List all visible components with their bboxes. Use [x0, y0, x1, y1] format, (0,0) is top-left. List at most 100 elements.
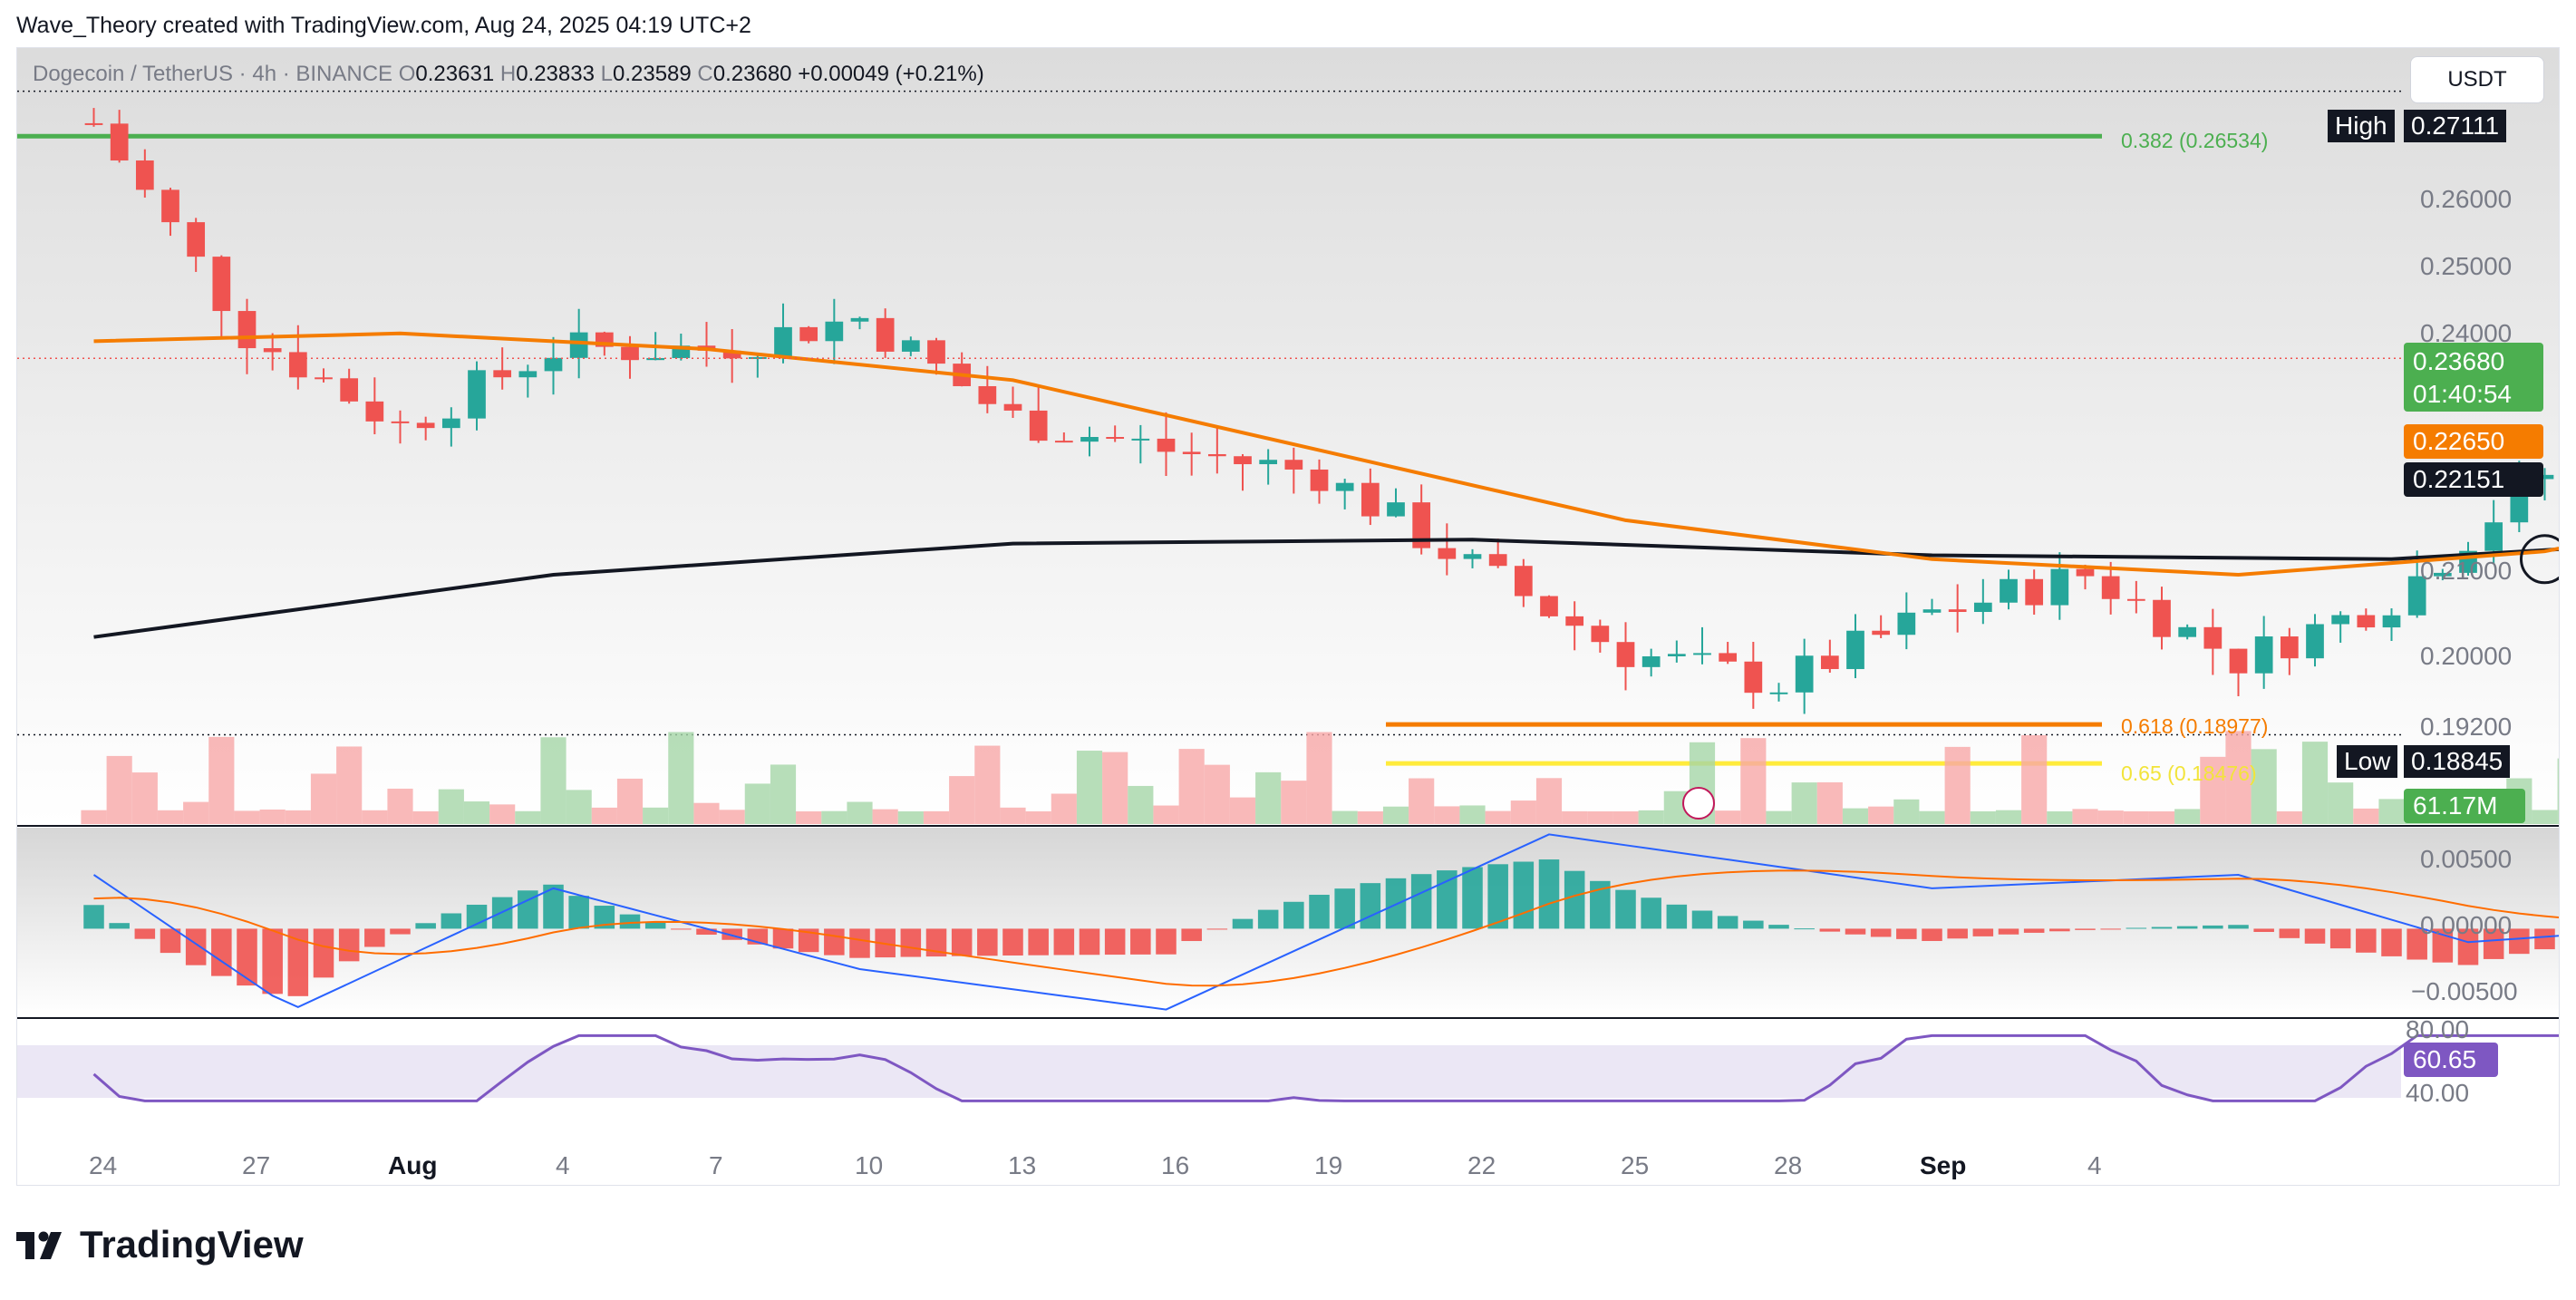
macd-histogram-bar	[2176, 926, 2198, 929]
candle-body	[1488, 554, 1507, 567]
macd-histogram-bar	[1462, 867, 1483, 929]
volume-bar	[2123, 810, 2149, 824]
volume-bar	[1587, 810, 1613, 824]
volume-bar	[1893, 799, 1920, 824]
symbol-legend[interactable]: Dogecoin / TetherUS · 4h · BINANCE O0.23…	[33, 62, 984, 87]
macd-histogram-bar	[2228, 925, 2249, 929]
last-price-value: 0.23680	[2413, 347, 2505, 375]
candle-body	[1054, 441, 1073, 443]
macd-tick: 0.00500	[2420, 845, 2513, 873]
candle-body	[1667, 654, 1686, 656]
macd-histogram-bar	[619, 914, 641, 929]
volume-bar	[1535, 778, 1563, 824]
volume-bar	[1178, 749, 1205, 824]
volume-bar	[616, 778, 644, 824]
macd-histogram-bar	[2126, 927, 2147, 929]
candle-body	[1080, 437, 1099, 442]
volume-bar	[1357, 810, 1383, 824]
volume-tag: 61.17M	[2404, 789, 2525, 823]
macd-histogram-bar	[109, 923, 130, 929]
macd-histogram-bar	[2075, 928, 2096, 930]
candle-body	[1719, 653, 1738, 662]
volume-bar	[1128, 785, 1154, 824]
chart-caption: Wave_Theory created with TradingView.com…	[16, 13, 751, 38]
rsi-tick-lower: 40.00	[2406, 1079, 2470, 1107]
candle-body	[569, 332, 588, 358]
volume-bar	[1562, 810, 1588, 824]
macd-histogram-bar	[2483, 928, 2504, 959]
macd-histogram-bar	[2023, 928, 2045, 933]
candle-body	[441, 418, 460, 429]
candle-body	[2076, 568, 2095, 577]
candle-body	[978, 385, 997, 404]
rsi-line	[92, 1033, 2559, 1102]
macd-histogram-bar	[543, 884, 564, 929]
macd-histogram-bar	[134, 928, 156, 939]
candle-body	[1565, 616, 1584, 626]
volume-bar	[591, 807, 617, 824]
candle-body	[2229, 648, 2248, 674]
main-pane	[17, 48, 2559, 824]
macd-tick: −0.00500	[2411, 977, 2518, 1005]
symbol-name[interactable]: Dogecoin / TetherUS · 4h · BINANCE	[33, 62, 393, 86]
volume-bar	[1306, 732, 1332, 824]
volume-bar	[489, 804, 516, 824]
candle-body	[212, 257, 231, 312]
volume-bar	[234, 810, 260, 824]
candle-body	[187, 222, 206, 257]
macd-histogram-bar	[1538, 859, 1560, 929]
volume-bar	[1816, 781, 1843, 824]
candle-body	[2357, 615, 2376, 628]
ema200-price-tag: 0.22151	[2404, 462, 2543, 497]
time-tick: Sep	[1920, 1151, 1967, 1179]
macd-histogram-bar	[237, 928, 257, 986]
volume-bar	[2557, 758, 2559, 824]
candle-body	[493, 370, 512, 378]
macd-line	[92, 833, 2559, 1011]
currency-button[interactable]: USDT	[2410, 56, 2544, 103]
macd-histogram-bar	[977, 928, 998, 956]
candle-body	[1463, 554, 1482, 559]
macd-histogram-bar	[1947, 928, 1968, 939]
price-tick: 0.20000	[2420, 642, 2513, 670]
macd-histogram-bar	[262, 928, 283, 994]
time-tick: 27	[242, 1151, 271, 1179]
candle-body	[518, 371, 537, 378]
price-tick: 0.24000	[2420, 319, 2513, 347]
ema50-price-tag: 0.22650	[2404, 424, 2543, 459]
volume-bar	[412, 810, 439, 824]
macd-histogram-bar	[951, 928, 973, 956]
macd-histogram-bar	[1410, 874, 1432, 929]
ema200-line	[93, 538, 2559, 639]
volume-bar	[1868, 806, 1894, 824]
tradingview-logo[interactable]: TradingView	[16, 1222, 304, 1267]
time-tick: 4	[556, 1151, 570, 1179]
macd-histogram-bar	[1896, 928, 1917, 939]
candle-body	[1361, 482, 1380, 517]
high-tag-label: High	[2328, 110, 2395, 142]
candle-body	[1259, 460, 1278, 465]
candle-body	[2484, 522, 2503, 551]
macd-histogram-bar	[925, 928, 947, 957]
macd-histogram-bar	[1053, 928, 1075, 956]
macd-histogram-bar	[849, 928, 870, 958]
candle-body	[2178, 626, 2197, 637]
time-tick: 25	[1621, 1151, 1650, 1179]
candle-body	[1897, 612, 1916, 635]
low-tag-label: Low	[2337, 745, 2398, 778]
volume-bar	[1459, 805, 1486, 824]
volume-bar	[1255, 771, 1282, 824]
macd-histogram-bar	[1845, 928, 1866, 935]
candle-body	[1820, 655, 1839, 670]
chart-canvas[interactable]	[17, 48, 2560, 1186]
volume-bar	[2225, 731, 2252, 824]
low-label: L	[600, 62, 613, 86]
volume-bar	[668, 732, 694, 824]
volume-bar	[847, 801, 873, 824]
volume-bar	[1281, 781, 1307, 824]
candle-body	[876, 317, 895, 352]
candle-body	[1310, 469, 1329, 491]
macd-histogram-bar	[900, 928, 922, 957]
volume-bar	[872, 809, 898, 824]
price-tick: 0.19200	[2420, 713, 2513, 741]
